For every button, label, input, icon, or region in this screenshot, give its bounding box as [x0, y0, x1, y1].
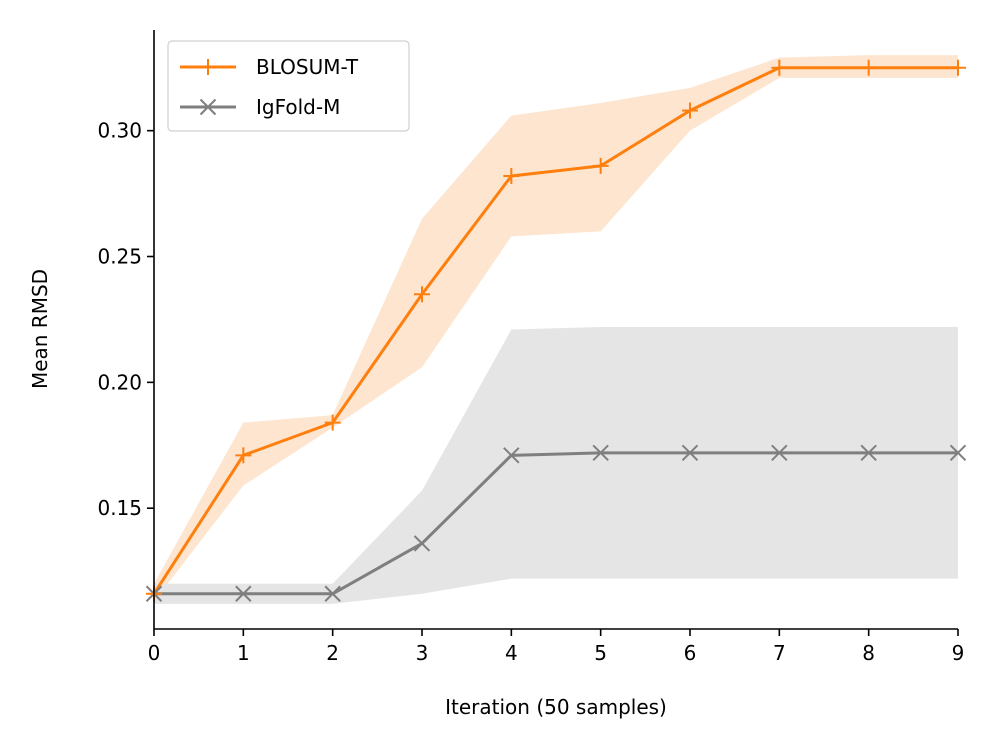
marker-x-b [681, 444, 699, 462]
data-point-series-1-8 [860, 444, 877, 462]
marker-x-b [235, 585, 252, 602]
legend-label: IgFold-M [256, 95, 340, 119]
series-lines [152, 66, 958, 596]
x-tick-label: 4 [505, 641, 518, 665]
x-tick-label: 1 [237, 641, 250, 665]
marker-x-b [592, 444, 609, 462]
legend: BLOSUM-T IgFold-M [167, 40, 410, 132]
x-tick-label: 6 [684, 641, 697, 665]
data-point-series-1-5 [592, 444, 609, 462]
marker-x-b [324, 585, 341, 602]
x-tick-label: 3 [416, 641, 429, 665]
axes: 0 1 2 3 4 5 6 7 8 9 0.15 0.20 0.25 0.30 [97, 30, 964, 665]
legend-item-0: BLOSUM-T [180, 55, 359, 79]
x-tick-label: 5 [594, 641, 607, 665]
band-series-0 [154, 55, 958, 602]
data-point-series-0-7 [771, 59, 788, 76]
data-point-series-0-2 [324, 414, 341, 431]
marker-x-b [860, 444, 877, 462]
marker-x-b [413, 535, 431, 552]
x-tick-label: 8 [862, 641, 875, 665]
line-series-0 [152, 66, 958, 595]
line-series-1 [154, 451, 958, 596]
data-point-series-0-5 [592, 157, 609, 174]
y-tick-label: 0.20 [97, 370, 142, 394]
data-point-series-1-9 [949, 444, 967, 462]
marker-x-b [771, 444, 788, 462]
marker-x-b [503, 447, 520, 464]
y-tick-label: 0.25 [97, 245, 142, 269]
data-point-series-0-9 [950, 59, 966, 76]
data-point-series-0-6 [682, 102, 698, 119]
x-tick-label: 2 [326, 641, 339, 665]
legend-item-1: IgFold-M [180, 95, 340, 119]
y-tick-label: 0.15 [97, 496, 142, 520]
band-series-1 [154, 326, 958, 604]
x-tick-label: 9 [952, 641, 965, 665]
legend-marker [200, 59, 216, 75]
data-point-series-1-4 [503, 447, 520, 464]
marker-x-b [949, 444, 967, 462]
legend-label: BLOSUM-T [256, 55, 359, 79]
data-point-series-0-1 [235, 447, 252, 464]
data-point-series-1-7 [771, 444, 788, 462]
legend-marker [199, 98, 217, 116]
marker-x-b [199, 98, 217, 116]
y-axis-label: Mean RMSD [28, 269, 52, 389]
data-point-series-1-6 [681, 444, 699, 462]
data-point-series-1-3 [413, 535, 431, 552]
data-point-series-1-2 [324, 585, 341, 602]
y-tick-label: 0.30 [97, 119, 142, 143]
data-point-series-0-8 [860, 59, 877, 76]
data-point-series-0-4 [503, 167, 520, 184]
data-point-series-0-3 [414, 286, 430, 303]
x-axis-label: Iteration (50 samples) [445, 695, 667, 719]
x-tick-label: 0 [148, 641, 161, 665]
confidence-bands [154, 55, 958, 604]
data-point-series-1-1 [235, 585, 252, 602]
x-tick-label: 7 [773, 641, 786, 665]
